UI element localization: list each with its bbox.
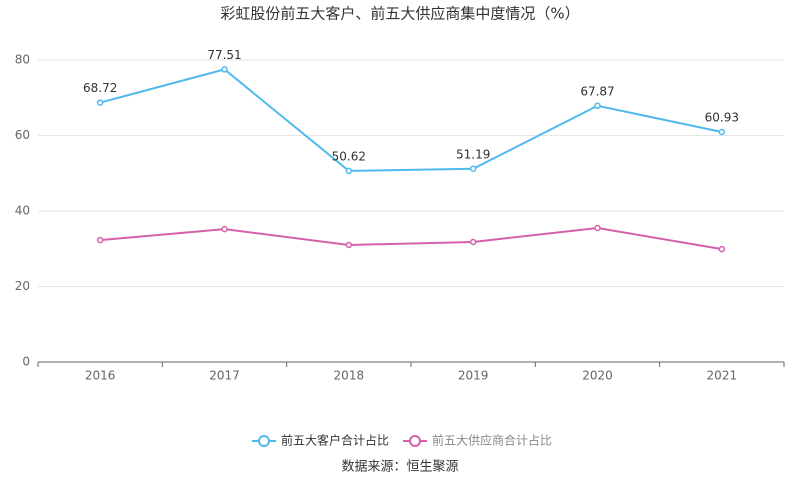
- data-label: 68.72: [83, 81, 117, 95]
- y-tick-label: 60: [15, 128, 30, 142]
- point: [469, 238, 477, 246]
- point: [221, 225, 228, 233]
- point: [345, 167, 353, 175]
- legend-label: 前五大供应商合计占比: [432, 433, 552, 448]
- x-tick-label: 2016: [85, 369, 116, 383]
- data-label: 50.62: [332, 149, 366, 163]
- point: [594, 102, 601, 110]
- point: [594, 224, 601, 232]
- legend-label: 前五大客户合计占比: [281, 433, 389, 448]
- point: [718, 128, 726, 136]
- legend-marker: [258, 435, 270, 447]
- y-tick-label: 20: [15, 279, 30, 293]
- source-note: 数据来源：恒生聚源: [341, 460, 458, 475]
- chart-title: 彩虹股份前五大客户、前五大供应商集中度情况（%）: [220, 5, 579, 23]
- point: [469, 165, 477, 173]
- data-label: 51.19: [456, 147, 490, 161]
- x-tick-label: 2020: [582, 369, 613, 383]
- point: [221, 66, 228, 73]
- y-tick-label: 40: [15, 204, 30, 218]
- legend-marker: [409, 435, 422, 447]
- point: [96, 99, 104, 106]
- x-tick-label: 2021: [707, 369, 738, 383]
- x-tick-label: 2018: [334, 369, 365, 383]
- x-tick-label: 2017: [209, 369, 240, 383]
- data-label: 67.87: [580, 84, 614, 98]
- point: [345, 241, 353, 249]
- x-tick-label: 2019: [458, 369, 489, 383]
- y-tick-label: 80: [15, 53, 30, 67]
- point: [718, 245, 726, 253]
- series-line: [100, 226, 723, 251]
- data-label: 77.51: [207, 48, 241, 62]
- data-label: 60.93: [705, 110, 739, 124]
- point: [96, 236, 104, 244]
- series-line: [99, 68, 723, 172]
- y-tick-label: 0: [22, 355, 30, 369]
